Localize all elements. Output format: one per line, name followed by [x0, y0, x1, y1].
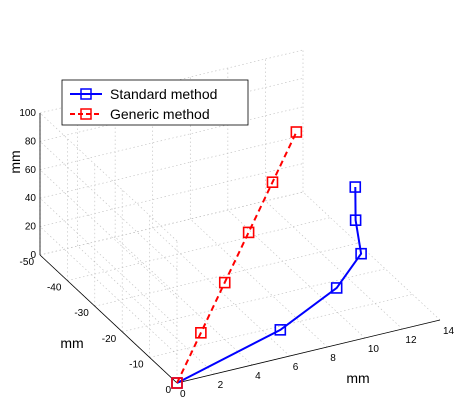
data-point-1 — [171, 377, 183, 389]
legend-label-generic: Generic method — [110, 106, 210, 122]
y-tick-label: -40 — [47, 283, 62, 294]
data-point-1 — [266, 176, 279, 188]
y-axis-label: mm — [60, 335, 83, 351]
grid-backwall-z — [39, 163, 304, 227]
legend: Standard method Generic method — [61, 79, 249, 126]
x-tick-label: 10 — [368, 344, 380, 355]
x-axis-label: mm — [346, 370, 369, 386]
legend-marker-standard — [80, 88, 92, 100]
data-point-1 — [195, 326, 207, 339]
x-tick-label: 0 — [180, 389, 186, 400]
y-axis-line — [39, 254, 178, 384]
grid-floor-x — [77, 245, 215, 375]
z-tick-label: 0 — [30, 250, 36, 261]
legend-marker-generic — [80, 108, 92, 120]
data-point-0 — [355, 247, 367, 260]
z-axis-label: mm — [7, 150, 23, 173]
grid-sidewall-z — [39, 197, 178, 327]
data-point-1 — [218, 276, 231, 289]
grid-backwall-z — [39, 134, 304, 199]
grid-floor-x — [265, 200, 403, 330]
axes-frame — [39, 113, 441, 384]
z-tick-label: 60 — [25, 165, 37, 176]
grid-floor-x — [190, 218, 328, 348]
z-tick-label: 80 — [25, 136, 37, 147]
y-tick-label: 0 — [165, 385, 171, 396]
y-tick-label: -10 — [129, 359, 144, 370]
grid-layer — [39, 49, 441, 384]
data-point-1 — [290, 126, 303, 138]
grid-floor-x — [227, 209, 366, 339]
grid-floor-x — [114, 236, 253, 366]
data-point-0 — [349, 214, 362, 226]
legend-label-standard: Standard method — [110, 86, 217, 102]
x-tick-label: 14 — [443, 326, 455, 337]
grid-backwall-z — [39, 191, 304, 256]
legend-box — [61, 79, 249, 126]
x-tick-label: 2 — [218, 380, 224, 391]
x-tick-label: 12 — [405, 335, 417, 346]
grid-sidewall-z — [39, 226, 178, 355]
x-tick-label: 4 — [255, 371, 261, 382]
grid-floor-y — [94, 242, 358, 307]
y-tick-label: -30 — [74, 308, 89, 319]
data-point-1 — [242, 226, 255, 239]
x-axis-line — [176, 319, 441, 384]
grid-floor-x — [302, 191, 441, 321]
series-line-1 — [176, 131, 298, 384]
y-tick-label: -50 — [20, 257, 35, 268]
x-tick-label: 6 — [293, 362, 299, 373]
z-tick-label: 40 — [25, 193, 37, 204]
grid-floor-y — [67, 217, 331, 281]
grid-floor-y — [122, 268, 386, 333]
grid-sidewall-z — [39, 169, 178, 299]
grid-floor-y — [149, 294, 413, 358]
data-point-0 — [330, 282, 343, 294]
data-point-0 — [274, 324, 287, 336]
grid-sidewall-z — [39, 141, 178, 270]
grid-floor-x — [152, 227, 290, 357]
y-tick-label: -20 — [102, 334, 117, 345]
z-tick-label: 100 — [19, 108, 36, 119]
z-tick-label: 20 — [25, 222, 37, 233]
x-tick-label: 8 — [330, 353, 336, 364]
grid-backwall-z — [39, 78, 304, 142]
data-point-0 — [349, 181, 362, 193]
grid-backwall-z — [39, 106, 304, 171]
series-layer — [171, 126, 367, 389]
grid-sidewall-z — [39, 112, 178, 242]
